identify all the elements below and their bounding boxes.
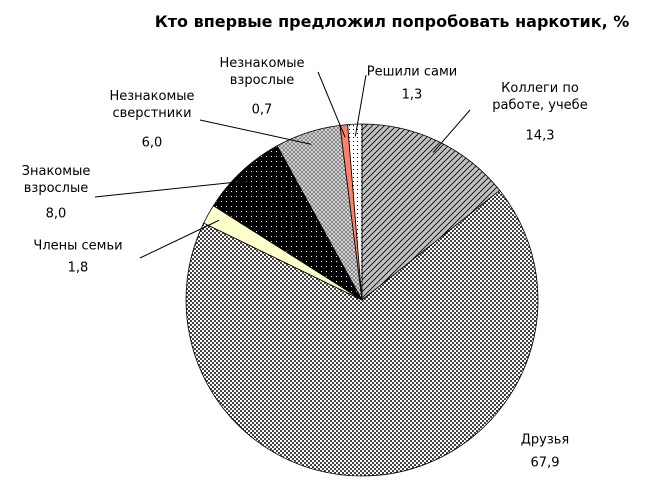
- pie-slice: [361, 123, 501, 301]
- chart-title: Кто впервые предложил попробовать наркот…: [154, 12, 630, 31]
- leader-line: [432, 109, 471, 153]
- slice-value: 1,3: [401, 87, 423, 103]
- leader-line: [317, 71, 346, 138]
- slice-value: 14,3: [525, 128, 555, 144]
- slice-value: 0,7: [251, 102, 273, 118]
- slice-label: Члены семьи: [33, 238, 123, 254]
- pie-slice: [212, 145, 363, 301]
- slice-label: Незнакомые сверстники: [109, 89, 195, 121]
- slice-value: 1,8: [67, 260, 89, 276]
- slice-label: Друзья: [520, 432, 570, 448]
- slice-label: Коллеги по работе, учебе: [492, 81, 588, 113]
- pie-slice: [347, 123, 363, 301]
- leader-line: [139, 219, 220, 259]
- slice-value: 67,9: [530, 455, 560, 471]
- slice-label: Незнакомые взрослые: [219, 56, 305, 88]
- slice-label: Знакомые взрослые: [21, 164, 91, 196]
- leader-line: [354, 74, 367, 137]
- slice-value: 8,0: [45, 206, 67, 222]
- slice-value: 6,0: [141, 135, 163, 151]
- leader-line: [94, 180, 251, 198]
- leader-line: [199, 119, 312, 145]
- slice-label: Решили сами: [366, 64, 458, 80]
- pie-slice: [185, 189, 539, 477]
